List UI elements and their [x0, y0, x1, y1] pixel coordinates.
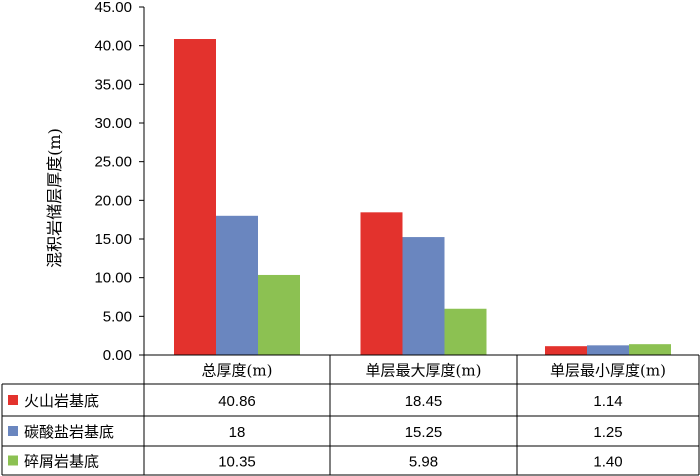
- legend-swatch: [8, 455, 18, 466]
- y-tick-label: 45.00: [94, 0, 132, 16]
- bar: [587, 345, 629, 355]
- y-tick-label: 0.00: [103, 347, 132, 364]
- data-label: 10.35: [218, 454, 256, 471]
- x-tick-label: 总厚度(m): [202, 362, 273, 380]
- y-tick-label: 30.00: [94, 115, 132, 132]
- bar: [444, 308, 487, 355]
- legend-swatch: [8, 395, 18, 405]
- y-tick-label: 35.00: [94, 76, 132, 93]
- legend-label: 碳酸盐岩基底: [24, 423, 114, 441]
- data-label: 15.25: [405, 424, 443, 441]
- y-tick-label: 15.00: [94, 231, 132, 248]
- bar: [402, 237, 445, 355]
- y-axis: 0.00 5.00 10.00 15.00 20.00 25.00 30.00 35.00 40…: [94, 0, 145, 364]
- y-tick-label: 25.00: [94, 154, 132, 171]
- bar: [174, 39, 216, 356]
- x-tick-label: 单层最小厚度(m): [550, 362, 666, 380]
- legend-label: 碎屑岩基底: [24, 453, 99, 471]
- bar: [216, 215, 258, 355]
- data-label: 40.86: [218, 393, 256, 410]
- bars: [174, 39, 671, 356]
- data-label: 1.40: [593, 454, 622, 471]
- bar: [629, 344, 671, 355]
- y-axis-title: 混积岩储层厚度(m): [45, 128, 64, 268]
- data-table: 总厚度(m) 单层最大厚度(m) 单层最小厚度(m) 火山岩基底 40.86 18.45 1…: [1, 354, 700, 476]
- bar: [545, 346, 587, 355]
- data-label: 5.98: [409, 454, 438, 471]
- y-tick-label: 10.00: [94, 270, 132, 287]
- legend-label: 火山岩基底: [24, 392, 99, 410]
- y-tick-label: 20.00: [94, 192, 132, 209]
- bar: [258, 274, 300, 355]
- y-tick-label: 5.00: [103, 308, 132, 325]
- bar: [360, 212, 403, 355]
- data-label: 18.45: [405, 393, 443, 410]
- y-tick-label: 40.00: [94, 38, 132, 55]
- data-label: 1.14: [593, 393, 622, 410]
- legend-swatch: [8, 426, 18, 436]
- x-tick-label: 单层最大厚度(m): [366, 362, 482, 380]
- data-label: 1.25: [593, 424, 622, 441]
- data-label: 18: [229, 424, 246, 441]
